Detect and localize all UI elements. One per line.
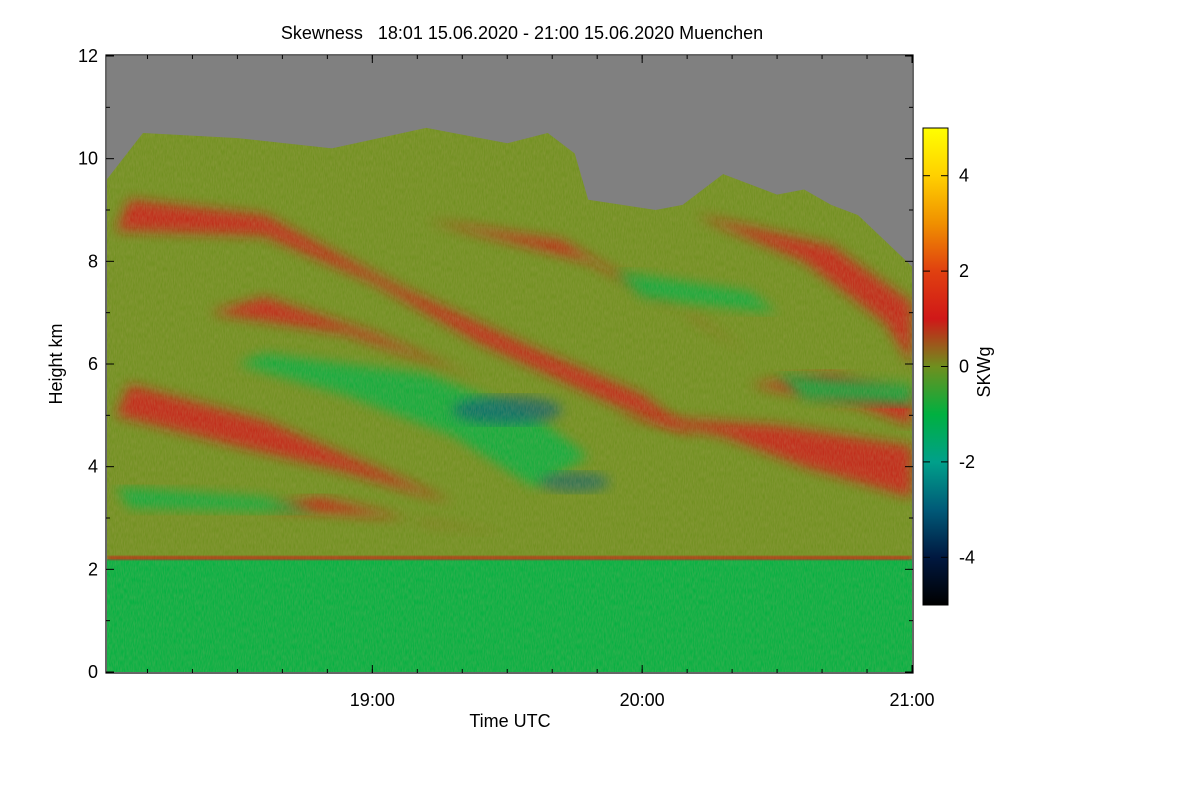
colorbar-tick-label: -4 — [959, 547, 975, 567]
colorbar-tick-label: 2 — [959, 261, 969, 281]
colorbar-tick-label: -2 — [959, 452, 975, 472]
x-tick-label: 20:00 — [620, 690, 665, 710]
y-tick-label: 8 — [88, 251, 98, 271]
chart-title: Skewness 18:01 15.06.2020 - 21:00 15.06.… — [281, 23, 763, 43]
y-tick-label: 12 — [78, 46, 98, 66]
entrainment-line — [107, 556, 912, 561]
y-tick-label: 4 — [88, 457, 98, 477]
y-tick-label: 0 — [88, 662, 98, 682]
y-tick-label: 2 — [88, 559, 98, 579]
x-axis-label: Time UTC — [469, 711, 550, 731]
colorbar-label: SKWg — [974, 346, 994, 397]
colorbar-tick-label: 4 — [959, 166, 969, 186]
y-axis-label: Height km — [46, 323, 66, 404]
x-tick-label: 19:00 — [350, 690, 395, 710]
x-tick-label: 21:00 — [889, 690, 934, 710]
skewness-field — [107, 127, 912, 672]
colorbar: -4 -2 0 2 4 SKWg — [922, 127, 994, 606]
y-tick-label: 6 — [88, 354, 98, 374]
y-tick-label: 10 — [78, 149, 98, 169]
x-axis: 19:00 20:00 21:00 — [146, 55, 935, 710]
texture-overlay — [107, 127, 912, 672]
plot-area — [107, 56, 912, 672]
colorbar-tick-label: 0 — [959, 357, 969, 377]
colorbar-ticks: -4 -2 0 2 4 — [923, 166, 975, 567]
